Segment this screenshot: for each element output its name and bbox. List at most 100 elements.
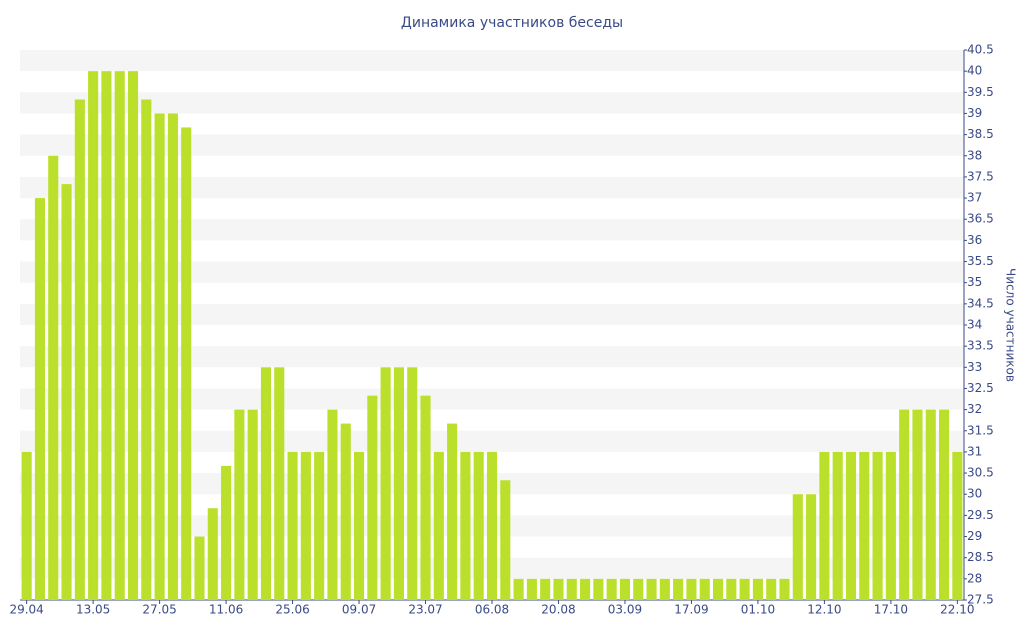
bar <box>540 578 551 600</box>
bar <box>353 451 365 600</box>
grid-band <box>20 219 964 241</box>
grid-band <box>20 134 964 156</box>
bar <box>154 113 165 600</box>
bar <box>274 367 285 600</box>
y-tick-label: 34.5 <box>967 296 994 310</box>
bar <box>699 578 710 600</box>
bar <box>553 578 564 600</box>
bar <box>114 71 125 600</box>
bar <box>619 578 631 600</box>
x-tick-label: 03.09 <box>608 603 642 617</box>
bar <box>593 578 604 600</box>
y-tick-label: 36.5 <box>967 212 994 226</box>
y-axis-title: Число участников <box>1004 268 1018 382</box>
bar <box>433 451 444 600</box>
x-tick-label: 06.08 <box>475 603 509 617</box>
grid-band <box>20 388 964 410</box>
y-tick-label: 37 <box>967 191 982 205</box>
bar <box>566 578 577 600</box>
y-tick-label: 27.5 <box>967 593 994 607</box>
bar <box>367 395 378 600</box>
x-tick-label: 25.06 <box>275 603 309 617</box>
bar <box>473 451 484 600</box>
chart-title: Динамика участников беседы <box>401 15 623 31</box>
bar <box>633 578 644 600</box>
x-tick-label: 23.07 <box>408 603 442 617</box>
grid-band <box>20 50 964 72</box>
bar <box>21 451 32 600</box>
bar <box>686 578 697 600</box>
x-tick-label: 27.05 <box>142 603 176 617</box>
bar <box>885 451 896 600</box>
bar <box>260 367 272 600</box>
bar <box>207 508 218 600</box>
x-tick-label: 09.07 <box>342 603 376 617</box>
y-tick-label: 30 <box>967 487 982 501</box>
bar <box>752 578 763 600</box>
bar <box>88 71 99 600</box>
x-tick-label: 17.09 <box>674 603 708 617</box>
bar <box>327 409 338 600</box>
y-tick-label: 38.5 <box>967 127 994 141</box>
bar <box>859 451 870 600</box>
y-tick-label: 35 <box>967 275 982 289</box>
bar <box>393 367 404 600</box>
y-tick-label: 31.5 <box>967 423 994 437</box>
grid-band <box>20 303 964 325</box>
y-tick-label: 38 <box>967 148 982 162</box>
bar <box>221 465 232 600</box>
bar <box>659 578 670 600</box>
bar <box>739 578 750 600</box>
bar <box>939 409 950 600</box>
bar <box>380 367 391 600</box>
x-tick-label: 29.04 <box>9 603 43 617</box>
y-tick-label: 37.5 <box>967 169 994 183</box>
bar <box>48 155 59 600</box>
bar <box>792 494 803 600</box>
y-tick-label: 31 <box>967 444 982 458</box>
x-tick-label: 11.06 <box>209 603 243 617</box>
y-tick-label: 40 <box>967 64 982 78</box>
y-tick-label: 40.5 <box>967 43 994 57</box>
bar <box>194 536 205 600</box>
y-tick-label: 35.5 <box>967 254 994 268</box>
bar <box>952 451 963 600</box>
y-tick-label: 36 <box>967 233 982 247</box>
bar <box>340 423 351 600</box>
bar <box>314 451 325 600</box>
bar <box>447 423 458 600</box>
bar <box>460 451 471 600</box>
bar <box>181 127 192 600</box>
bar <box>247 409 258 600</box>
y-tick-label: 34 <box>967 318 982 332</box>
bar <box>513 578 524 600</box>
bar <box>127 71 139 600</box>
bar <box>712 578 724 600</box>
y-tick-label: 29.5 <box>967 508 994 522</box>
y-tick-label: 33.5 <box>967 339 994 353</box>
y-tick-label: 39 <box>967 106 982 120</box>
y-tick-label: 29 <box>967 529 982 543</box>
bar <box>766 578 777 600</box>
grid-band <box>20 92 964 114</box>
bar <box>872 451 883 600</box>
y-tick-label: 39.5 <box>967 85 994 99</box>
y-tick-label: 32.5 <box>967 381 994 395</box>
bar <box>806 494 817 600</box>
bar <box>61 184 72 600</box>
bar <box>500 480 511 600</box>
bar <box>646 578 657 600</box>
bar <box>925 409 936 600</box>
x-tick-label: 20.08 <box>541 603 575 617</box>
bar <box>899 409 910 600</box>
y-tick-label: 32 <box>967 402 982 416</box>
bar <box>832 451 843 600</box>
bar <box>673 578 684 600</box>
bar <box>526 578 537 600</box>
bar <box>234 409 245 600</box>
bar <box>141 99 152 600</box>
bar <box>101 71 112 600</box>
bar <box>606 578 617 600</box>
bar <box>287 451 298 600</box>
